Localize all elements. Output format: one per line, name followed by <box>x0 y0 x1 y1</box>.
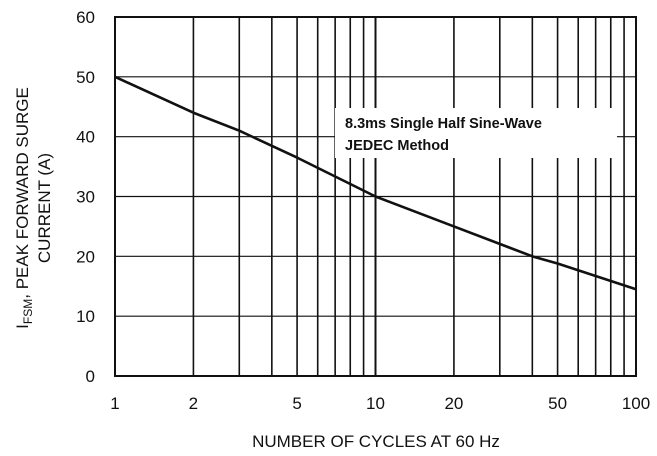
y-tick-label: 40 <box>76 128 95 147</box>
x-tick-label: 50 <box>548 394 567 413</box>
x-tick-label: 1 <box>110 394 119 413</box>
x-tick-label: 5 <box>292 394 301 413</box>
series-layer <box>114 75 637 291</box>
series-line <box>114 75 637 291</box>
x-tick-labels: 1 2 5 10 20 50 100 <box>110 394 650 413</box>
plot-frame <box>114 16 637 377</box>
y-tick-labels: 0 10 20 30 40 50 60 <box>76 8 95 386</box>
annotation-background <box>335 108 617 158</box>
y-tick-label: 0 <box>86 367 95 386</box>
y-axis-symbol: I <box>13 324 32 329</box>
y-axis-subscript: FSM <box>21 299 35 324</box>
y-axis-title-line-2: CURRENT (A) <box>35 153 54 263</box>
grid <box>115 17 636 376</box>
x-tick-label: 10 <box>366 394 385 413</box>
x-tick-label: 2 <box>189 394 198 413</box>
y-tick-label: 60 <box>76 8 95 27</box>
y-tick-label: 20 <box>76 247 95 266</box>
annotation-line-1: 8.3ms Single Half Sine-Wave <box>345 116 542 132</box>
y-axis-title: IFSM, PEAK FORWARD SURGE CURRENT (A) <box>13 87 54 329</box>
x-axis-title: NUMBER OF CYCLES AT 60 Hz <box>252 432 500 451</box>
y-axis-title-text: , PEAK FORWARD SURGE <box>13 87 32 299</box>
x-tick-label: 100 <box>622 394 650 413</box>
y-tick-label: 30 <box>76 188 95 207</box>
y-axis-title-line-1: IFSM, PEAK FORWARD SURGE <box>13 87 35 329</box>
y-tick-label: 50 <box>76 68 95 87</box>
y-tick-label: 10 <box>76 307 95 326</box>
annotation-line-2: JEDEC Method <box>345 138 449 154</box>
x-tick-label: 20 <box>444 394 463 413</box>
